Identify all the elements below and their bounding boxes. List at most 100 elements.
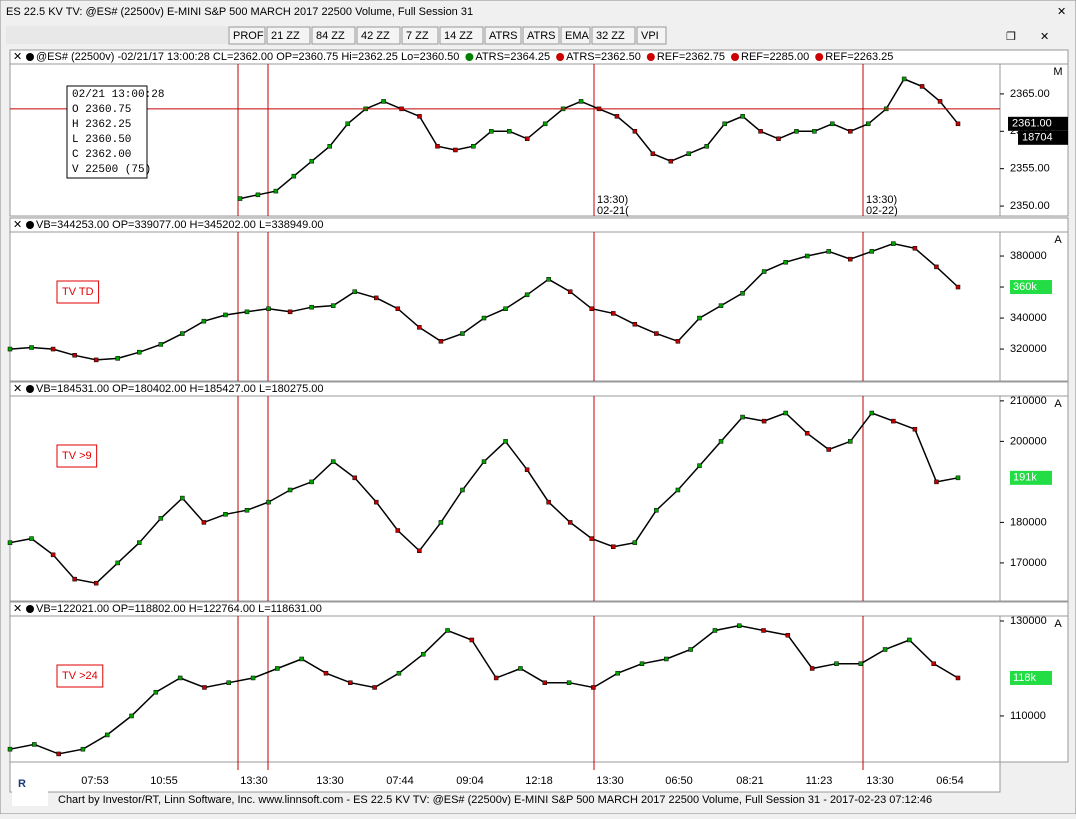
toolbar-button-label[interactable]: 7 ZZ <box>406 30 429 42</box>
candle <box>438 339 444 344</box>
close-chart-button[interactable]: ✕ <box>1040 31 1049 43</box>
candle <box>323 670 329 676</box>
x-tick-label: 13:30 <box>240 775 268 787</box>
candle <box>481 315 487 321</box>
candle <box>891 418 896 424</box>
candle <box>266 306 271 311</box>
candle <box>783 259 788 265</box>
candle <box>32 742 37 747</box>
candle <box>50 552 56 558</box>
panel-label-box <box>56 280 100 304</box>
data-box-line: O 2360.75 <box>72 104 131 116</box>
toolbar-button-label[interactable]: EMA <box>565 30 590 42</box>
candle <box>567 289 573 294</box>
toolbar-button[interactable] <box>311 26 356 45</box>
toolbar-button[interactable] <box>484 26 522 45</box>
y-tick-label: 170000 <box>1010 557 1047 569</box>
candle <box>632 322 638 327</box>
candle <box>736 623 742 628</box>
footer: Chart by Investor/RT, Linn Software, Inc… <box>58 794 932 806</box>
info-dot <box>26 53 34 61</box>
candle <box>931 661 936 666</box>
panel-close[interactable]: ✕ <box>13 383 22 395</box>
toolbar-button[interactable] <box>560 26 591 45</box>
window-title: ES 22.5 KV TV: @ES# (22500v) E-MINI S&P … <box>6 6 473 18</box>
toolbar-button[interactable] <box>228 26 266 45</box>
candle <box>542 121 548 127</box>
info-dot <box>465 53 474 61</box>
candle <box>137 349 142 355</box>
y-tick-label: 130000 <box>1010 615 1047 627</box>
volume-box <box>1018 130 1068 145</box>
candle <box>697 315 702 321</box>
toolbar-button-label[interactable]: ATRS <box>527 30 556 42</box>
plot-area <box>9 63 1001 217</box>
toolbar-button[interactable] <box>522 26 560 45</box>
toolbar-button-label[interactable]: 14 ZZ <box>444 30 473 42</box>
x-tick-label: 07:53 <box>81 775 109 787</box>
candle <box>202 685 207 690</box>
logo-letter: R <box>18 778 26 790</box>
toolbar-button[interactable] <box>356 26 401 45</box>
toolbar-button-label[interactable]: ATRS <box>489 30 518 42</box>
candle <box>435 143 440 149</box>
panel-close[interactable]: ✕ <box>13 219 22 231</box>
value-box-label: 2361.00 <box>1012 118 1052 130</box>
candle <box>740 114 745 119</box>
candle <box>372 685 377 690</box>
candle <box>589 306 594 311</box>
toolbar-button-label[interactable]: 42 ZZ <box>361 30 390 42</box>
toolbar-button[interactable] <box>401 26 439 45</box>
candle <box>287 487 293 493</box>
candle <box>804 431 810 436</box>
restore-button[interactable]: ❐ <box>1006 31 1016 43</box>
candle <box>834 661 839 666</box>
panel-close[interactable]: ✕ <box>13 603 22 615</box>
close-button[interactable]: ✕ <box>1057 6 1066 18</box>
candle <box>29 345 34 350</box>
candle <box>611 311 616 316</box>
toolbar-button-label[interactable]: 21 ZZ <box>271 30 300 42</box>
candle <box>955 121 961 127</box>
y-tick-label: 180000 <box>1010 516 1047 528</box>
candle <box>668 158 674 164</box>
toolbar-button[interactable] <box>266 26 311 45</box>
candle <box>158 342 164 347</box>
candle <box>374 499 379 505</box>
toolbar-button[interactable] <box>636 26 667 45</box>
candle <box>352 475 357 481</box>
data-box <box>66 85 148 179</box>
candle <box>381 99 386 104</box>
toolbar-button[interactable] <box>591 26 636 45</box>
value-box <box>1010 670 1052 685</box>
candle <box>7 346 13 352</box>
x-tick-label: 13:30 <box>316 775 344 787</box>
candle <box>722 121 727 127</box>
value-axis <box>999 395 1069 602</box>
candle <box>688 647 693 652</box>
candle <box>866 121 871 127</box>
candle <box>309 479 314 485</box>
candle <box>518 666 523 671</box>
candle <box>912 246 918 251</box>
panel-info: ATRS=2362.50 <box>566 51 641 63</box>
toolbar-button-label[interactable]: VPI <box>641 30 659 42</box>
candle <box>291 173 297 179</box>
candle <box>153 689 159 695</box>
x-tick-label: 07:44 <box>386 775 414 787</box>
x-tick-label: 09:04 <box>456 775 484 787</box>
candle <box>507 129 512 134</box>
panel-close[interactable]: ✕ <box>13 51 22 63</box>
toolbar-button-label[interactable]: PROF <box>233 30 264 42</box>
toolbar-button[interactable] <box>439 26 484 45</box>
candle <box>611 544 616 549</box>
candle <box>503 439 508 444</box>
toolbar-button-label[interactable]: 84 ZZ <box>316 30 345 42</box>
candle <box>740 290 745 296</box>
y-tick-label: 2365.00 <box>1010 88 1050 100</box>
candle <box>237 196 243 201</box>
toolbar-button-label[interactable]: 32 ZZ <box>596 30 625 42</box>
data-box-line: C 2362.00 <box>72 149 131 161</box>
candle <box>137 540 142 545</box>
